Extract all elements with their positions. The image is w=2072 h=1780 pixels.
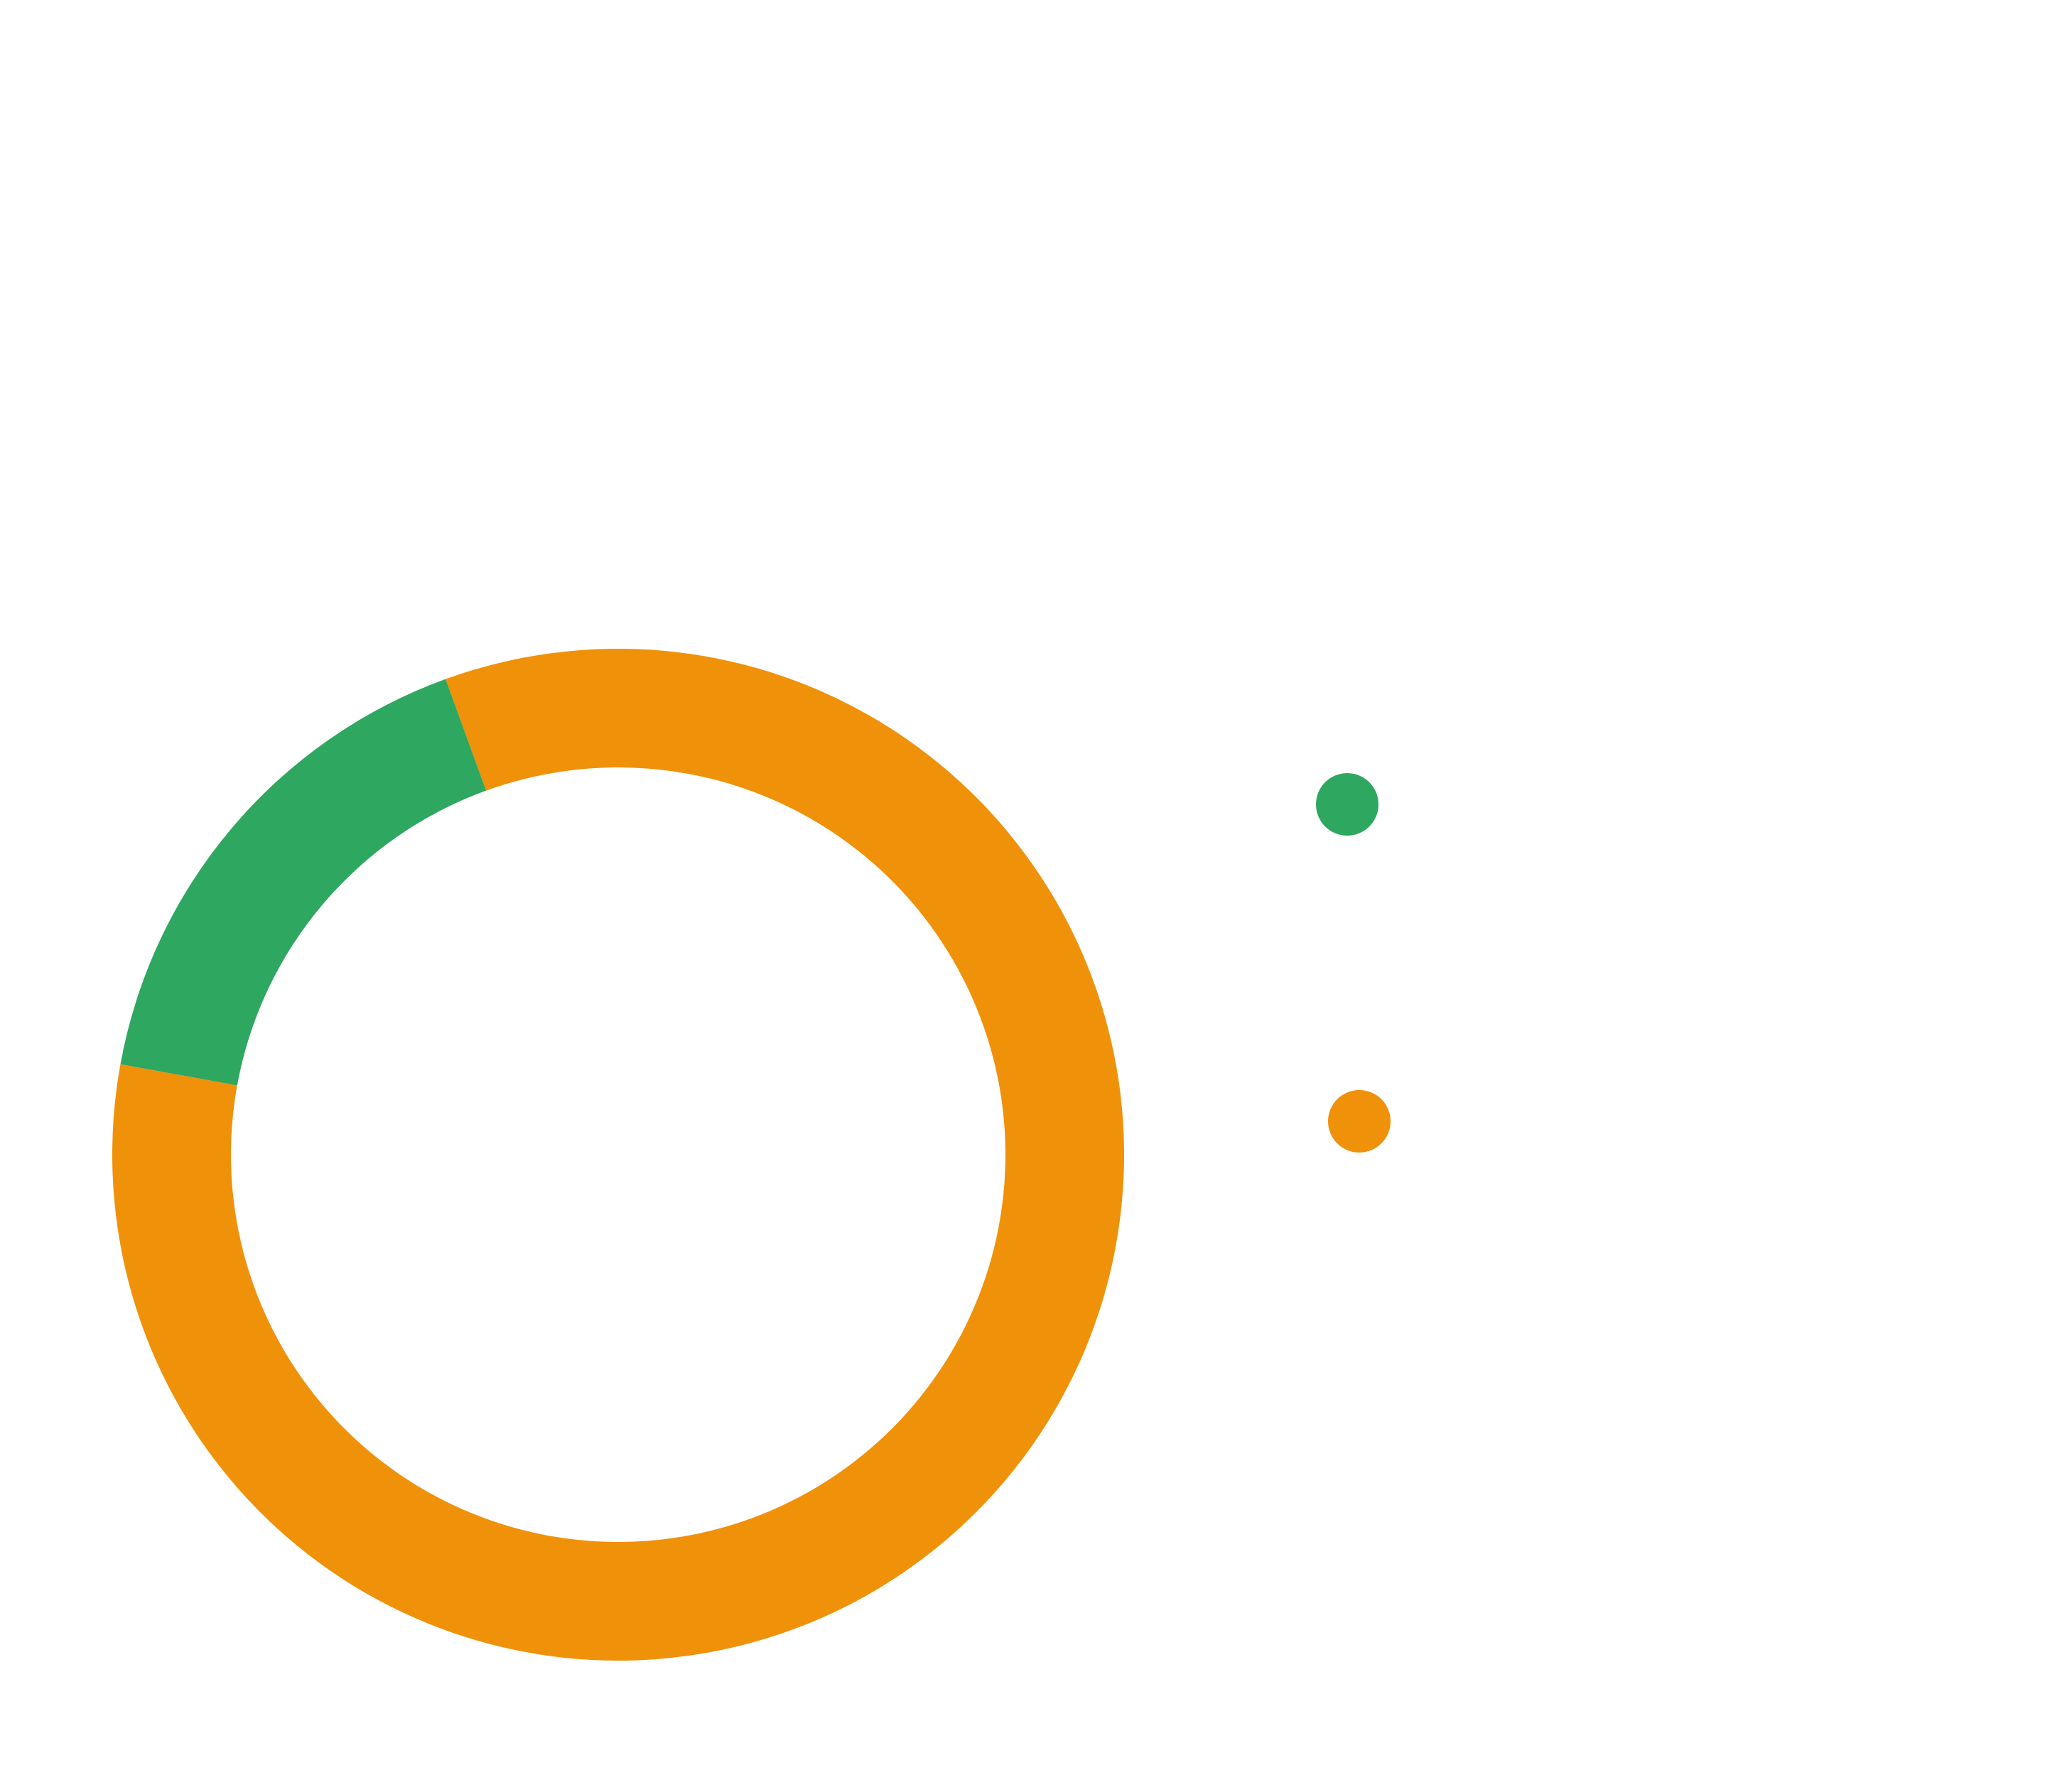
donut-slice-1 <box>120 679 487 1086</box>
legend-item-series-2 <box>1328 1090 1410 1153</box>
donut-slices <box>112 649 1124 1661</box>
legend-dot-green-icon <box>1316 773 1378 836</box>
legend-item-series-1 <box>1316 773 1398 836</box>
legend-dot-orange-icon <box>1328 1090 1391 1153</box>
